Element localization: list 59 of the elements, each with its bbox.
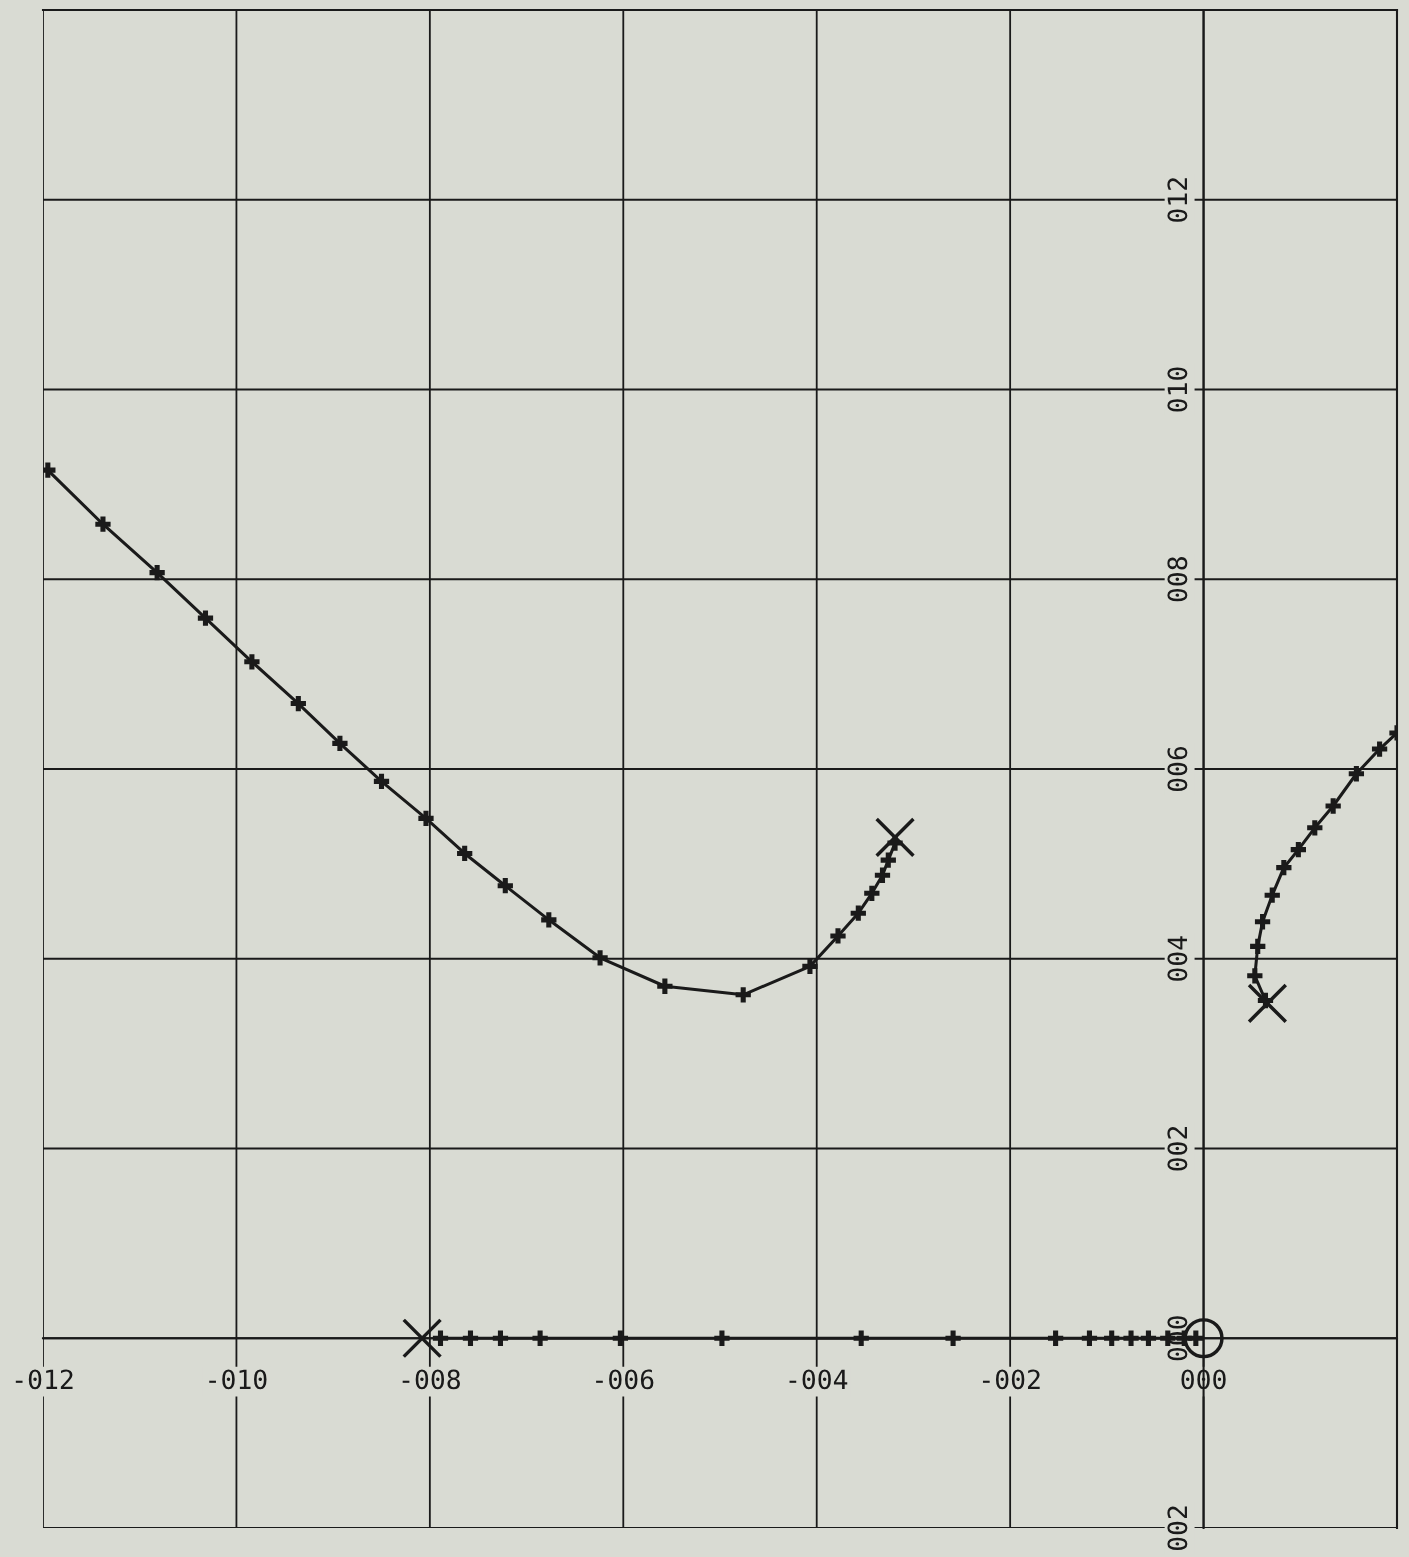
point [830, 928, 846, 944]
point [402, 1318, 443, 1359]
point [1123, 1330, 1139, 1346]
point [1140, 1330, 1157, 1346]
point [802, 958, 818, 974]
point [864, 885, 880, 901]
point [1247, 983, 1288, 1024]
x-tick-label: -010 [209, 1369, 267, 1390]
point [850, 905, 866, 921]
point [874, 817, 916, 858]
y-tick-label: 004 [1167, 936, 1188, 981]
point [1081, 1330, 1098, 1346]
point [1047, 1330, 1064, 1346]
y-tick-label: 008 [1167, 557, 1188, 602]
point [1250, 938, 1266, 955]
point [373, 773, 390, 789]
point [1104, 1330, 1120, 1346]
y-tick-label: 002 [1167, 1126, 1188, 1171]
point [714, 1330, 730, 1346]
point [492, 1330, 509, 1346]
point [874, 867, 891, 883]
point [853, 1330, 869, 1346]
point [497, 878, 513, 894]
y-tick-label: 006 [1167, 746, 1188, 792]
point [95, 516, 111, 532]
x-tick-label: -002 [982, 1369, 1040, 1390]
point [290, 695, 306, 712]
point [1348, 766, 1365, 782]
point [592, 950, 608, 966]
point [1264, 887, 1280, 903]
point [418, 810, 434, 826]
point [332, 735, 348, 752]
point [1290, 842, 1306, 858]
point [462, 1330, 479, 1346]
point [1371, 741, 1388, 757]
point [612, 1330, 629, 1346]
point [1247, 968, 1263, 984]
point [244, 654, 260, 670]
x-tick-label: -006 [596, 1369, 654, 1390]
point [532, 1330, 548, 1346]
point [1254, 914, 1271, 930]
point [149, 564, 165, 581]
x-tick-label: -012 [15, 1369, 73, 1390]
point [735, 987, 751, 1003]
point [1307, 820, 1323, 836]
point [432, 1330, 449, 1346]
y-tick-label: 002 [1167, 1506, 1188, 1551]
point [197, 610, 214, 626]
x-tick-label: -008 [402, 1369, 460, 1390]
y-tick-label: 012 [1167, 178, 1188, 222]
x-tick-label: -004 [789, 1369, 848, 1390]
point [880, 852, 896, 868]
point [1325, 798, 1341, 814]
y-tick-label: 010 [1167, 367, 1188, 412]
point [1276, 860, 1292, 876]
point [541, 912, 557, 928]
point [457, 845, 473, 862]
point [945, 1330, 961, 1346]
point [657, 978, 673, 994]
